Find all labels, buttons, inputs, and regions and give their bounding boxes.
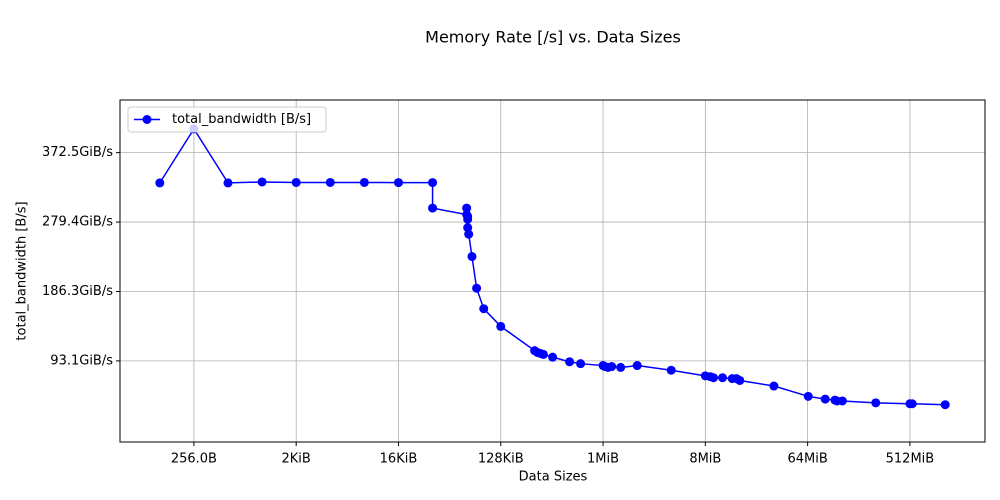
series-line <box>159 127 946 406</box>
y-tick-label: 186.3GiB/s <box>42 284 113 299</box>
x-tick-label: 512MiB <box>886 452 935 467</box>
data-point <box>223 178 233 188</box>
data-point <box>907 399 917 409</box>
legend-label: total_bandwidth [B/s] <box>172 112 311 127</box>
x-axis-label: Data Sizes <box>519 470 588 485</box>
data-point <box>708 373 718 383</box>
data-point <box>325 177 335 187</box>
data-point <box>871 398 881 408</box>
data-point <box>291 177 301 187</box>
x-tick-label: 256.0B <box>171 452 217 467</box>
x-tick-label: 64MiB <box>787 452 827 467</box>
data-point <box>538 349 548 359</box>
legend-box <box>127 106 327 133</box>
x-tick-label: 8MiB <box>689 452 721 467</box>
data-point <box>803 391 813 401</box>
data-point <box>428 203 438 213</box>
data-point <box>479 304 489 314</box>
x-tick-label: 128KiB <box>478 452 524 467</box>
data-point <box>155 178 165 188</box>
data-point <box>565 357 575 367</box>
data-point <box>359 177 369 187</box>
x-tick-label: 1MiB <box>587 452 619 467</box>
data-point <box>576 359 586 369</box>
plot-frame <box>119 99 986 443</box>
data-point <box>769 381 779 391</box>
data-point <box>472 283 482 293</box>
data-point <box>735 375 745 385</box>
data-point <box>940 400 950 410</box>
data-point <box>548 352 558 362</box>
legend-marker <box>142 115 152 124</box>
data-point <box>837 396 847 406</box>
data-point <box>462 203 472 213</box>
y-tick-label: 372.5GiB/s <box>42 145 113 160</box>
data-point <box>632 361 642 371</box>
data-point <box>616 362 626 372</box>
y-tick-label: 279.4GiB/s <box>42 215 113 230</box>
data-point <box>463 214 473 224</box>
data-point <box>467 252 477 262</box>
data-point <box>496 321 506 331</box>
data-point <box>257 177 267 187</box>
data-point <box>428 178 438 188</box>
x-tick-label: 16KiB <box>380 452 418 467</box>
data-point <box>718 373 728 383</box>
data-point <box>607 362 617 372</box>
y-axis-label: total_bandwidth [B/s] <box>15 201 30 340</box>
data-point <box>393 178 403 188</box>
data-point <box>820 394 830 404</box>
chart-title: Memory Rate [/s] vs. Data Sizes <box>425 28 681 47</box>
data-point <box>666 365 676 375</box>
x-tick-label: 2KiB <box>282 452 311 467</box>
y-tick-label: 93.1GiB/s <box>50 353 113 368</box>
data-point <box>464 229 474 239</box>
